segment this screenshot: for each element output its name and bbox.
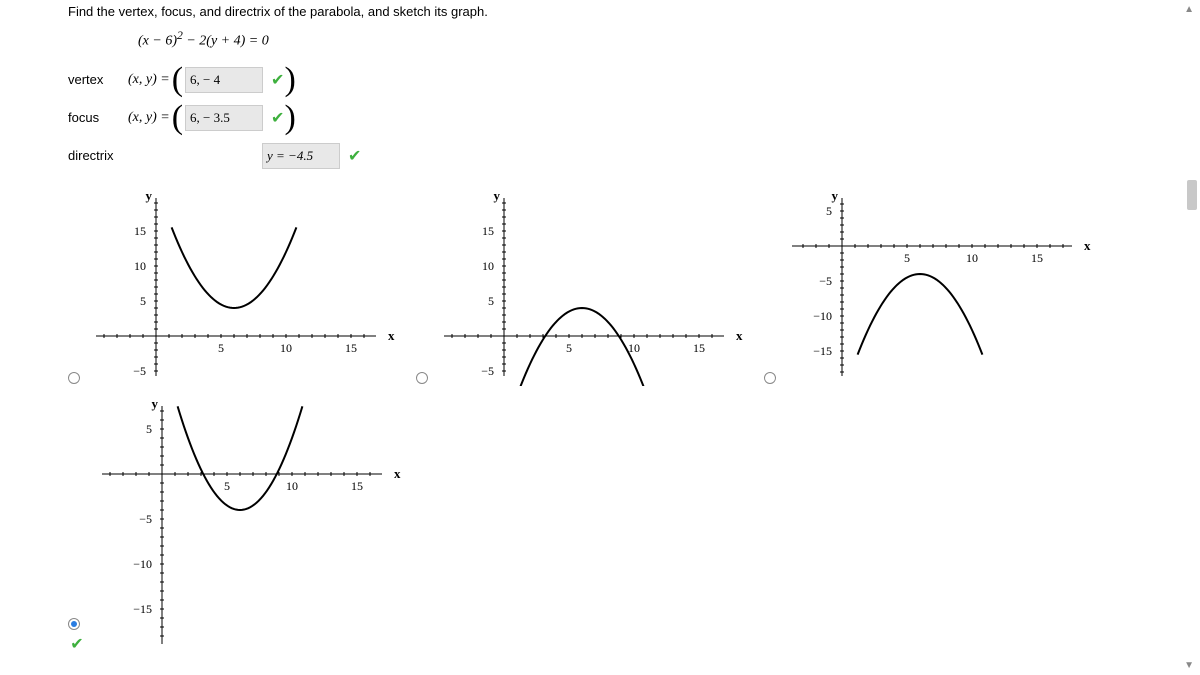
paren-open: (: [172, 101, 183, 135]
graph-4-radio[interactable]: [68, 618, 80, 630]
svg-text:y: y: [152, 396, 159, 411]
graph-1-cell: 5 10 15 −5 5 10 15 x y: [68, 186, 406, 386]
vertex-input[interactable]: 6, − 4: [185, 67, 263, 93]
svg-text:−5: −5: [819, 274, 832, 288]
vertex-row: vertex (x, y) = ( 6, − 4 ✔ ): [68, 62, 1200, 98]
graph-3-svg: 5 10 15 −15 −10 −5 5 x y: [782, 186, 1102, 386]
svg-text:5: 5: [140, 294, 146, 308]
graph-2-cell: 5 10 15 −5 5 10 15 x y: [416, 186, 754, 386]
svg-text:15: 15: [134, 224, 146, 238]
svg-text:x: x: [394, 466, 401, 481]
svg-text:−10: −10: [813, 309, 832, 323]
graphs-block: 5 10 15 −5 5 10 15 x y 5 10 15 −5 5 10 15 x y 5 10 15 −15 −1…: [68, 186, 1200, 654]
svg-text:10: 10: [966, 251, 978, 265]
graph-4-svg: 5 10 15 −15 −10 −5 5 x y: [92, 394, 412, 654]
svg-text:10: 10: [280, 341, 292, 355]
svg-text:10: 10: [134, 259, 146, 273]
svg-text:10: 10: [286, 479, 298, 493]
paren-open: (: [172, 63, 183, 97]
svg-text:y: y: [832, 188, 839, 203]
svg-text:y: y: [494, 188, 501, 203]
scroll-down-icon[interactable]: ▼: [1184, 660, 1194, 671]
check-icon: ✔: [348, 146, 361, 166]
directrix-label: directrix: [68, 148, 128, 163]
svg-text:10: 10: [482, 259, 494, 273]
graph-1-radio[interactable]: [68, 372, 80, 384]
svg-text:−15: −15: [133, 602, 152, 616]
svg-text:y: y: [146, 188, 153, 203]
graphs-row-1: 5 10 15 −5 5 10 15 x y 5 10 15 −5 5 10 15 x y 5 10 15 −15 −1…: [68, 186, 1200, 386]
check-icon: ✔: [271, 108, 284, 128]
graph-2-svg: 5 10 15 −5 5 10 15 x y: [434, 186, 754, 386]
svg-text:5: 5: [488, 294, 494, 308]
svg-text:10: 10: [628, 341, 640, 355]
svg-text:5: 5: [218, 341, 224, 355]
svg-text:x: x: [736, 328, 743, 343]
check-icon: ✔: [271, 70, 284, 90]
svg-text:15: 15: [345, 341, 357, 355]
graph-1-svg: 5 10 15 −5 5 10 15 x y: [86, 186, 406, 386]
svg-text:−5: −5: [481, 364, 494, 378]
graph-2-radio[interactable]: [416, 372, 428, 384]
svg-text:x: x: [388, 328, 395, 343]
svg-text:5: 5: [146, 422, 152, 436]
svg-text:15: 15: [693, 341, 705, 355]
svg-text:−5: −5: [133, 364, 146, 378]
check-icon: ✔: [70, 634, 83, 654]
coord-prefix: (x, y) =: [128, 110, 170, 126]
svg-text:5: 5: [826, 204, 832, 218]
focus-row: focus (x, y) = ( 6, − 3.5 ✔ ): [68, 100, 1200, 136]
svg-text:−5: −5: [139, 512, 152, 526]
question-text: Find the vertex, focus, and directrix of…: [68, 4, 1200, 19]
focus-label: focus: [68, 110, 128, 125]
graph-3-cell: 5 10 15 −15 −10 −5 5 x y: [764, 186, 1102, 386]
content-area: Find the vertex, focus, and directrix of…: [0, 0, 1200, 654]
vertex-label: vertex: [68, 72, 128, 87]
equation: (x − 6)2 − 2(y + 4) = 0: [138, 29, 1200, 50]
directrix-input[interactable]: y = −4.5: [262, 143, 340, 169]
paren-close: ): [284, 63, 295, 97]
svg-text:x: x: [1084, 238, 1091, 253]
graph-4-cell: ✔ 5 10 15 −15 −10 −5 5 x y: [68, 394, 1200, 654]
paren-close: ): [284, 101, 295, 135]
directrix-row: directrix y = −4.5 ✔: [68, 138, 1200, 174]
svg-text:5: 5: [224, 479, 230, 493]
svg-text:5: 5: [566, 341, 572, 355]
coord-prefix: (x, y) =: [128, 72, 170, 88]
svg-text:5: 5: [904, 251, 910, 265]
focus-input[interactable]: 6, − 3.5: [185, 105, 263, 131]
svg-text:−10: −10: [133, 557, 152, 571]
scroll-up-icon[interactable]: ▲: [1184, 4, 1194, 15]
svg-text:15: 15: [1031, 251, 1043, 265]
svg-text:−15: −15: [813, 344, 832, 358]
svg-text:15: 15: [482, 224, 494, 238]
svg-text:15: 15: [351, 479, 363, 493]
graph-3-radio[interactable]: [764, 372, 776, 384]
